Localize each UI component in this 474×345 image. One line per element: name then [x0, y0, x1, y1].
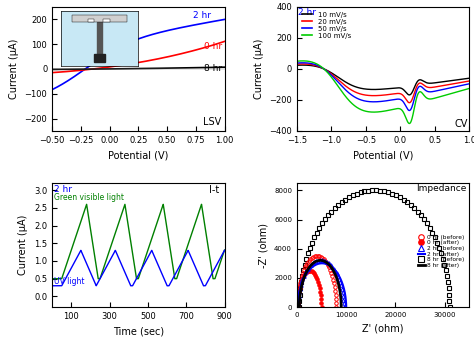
X-axis label: Z' (ohm): Z' (ohm)	[362, 324, 404, 334]
Y-axis label: Current (μA): Current (μA)	[254, 39, 264, 99]
Text: 2 hr: 2 hr	[298, 8, 316, 18]
Legend: 10 mV/s, 20 mV/s, 50 mV/s, 100 mV/s: 10 mV/s, 20 mV/s, 50 mV/s, 100 mV/s	[301, 10, 352, 40]
Y-axis label: Current (μA): Current (μA)	[9, 39, 19, 99]
Text: CV: CV	[455, 119, 468, 129]
Text: UV light: UV light	[54, 277, 84, 286]
X-axis label: Time (sec): Time (sec)	[113, 326, 164, 336]
X-axis label: Potential (V): Potential (V)	[353, 150, 413, 160]
Y-axis label: Current (μA): Current (μA)	[18, 215, 28, 275]
Text: Impedance: Impedance	[417, 184, 467, 193]
Legend: 0 hr (before), 0 hr (after), 2 hr (before), 2 hr (after), 8 hr (before), 8 hr (a: 0 hr (before), 0 hr (after), 2 hr (befor…	[416, 232, 466, 270]
X-axis label: Potential (V): Potential (V)	[108, 150, 169, 160]
Text: 0 hr: 0 hr	[204, 42, 222, 51]
Text: I-t: I-t	[209, 185, 219, 195]
Text: 2 hr: 2 hr	[193, 11, 211, 20]
Text: Green visible light: Green visible light	[54, 193, 124, 202]
Text: 8 hr: 8 hr	[204, 65, 222, 73]
Y-axis label: -Z' (ohm): -Z' (ohm)	[258, 223, 268, 267]
Text: 2 hr: 2 hr	[54, 185, 72, 194]
Text: LSV: LSV	[203, 117, 221, 127]
